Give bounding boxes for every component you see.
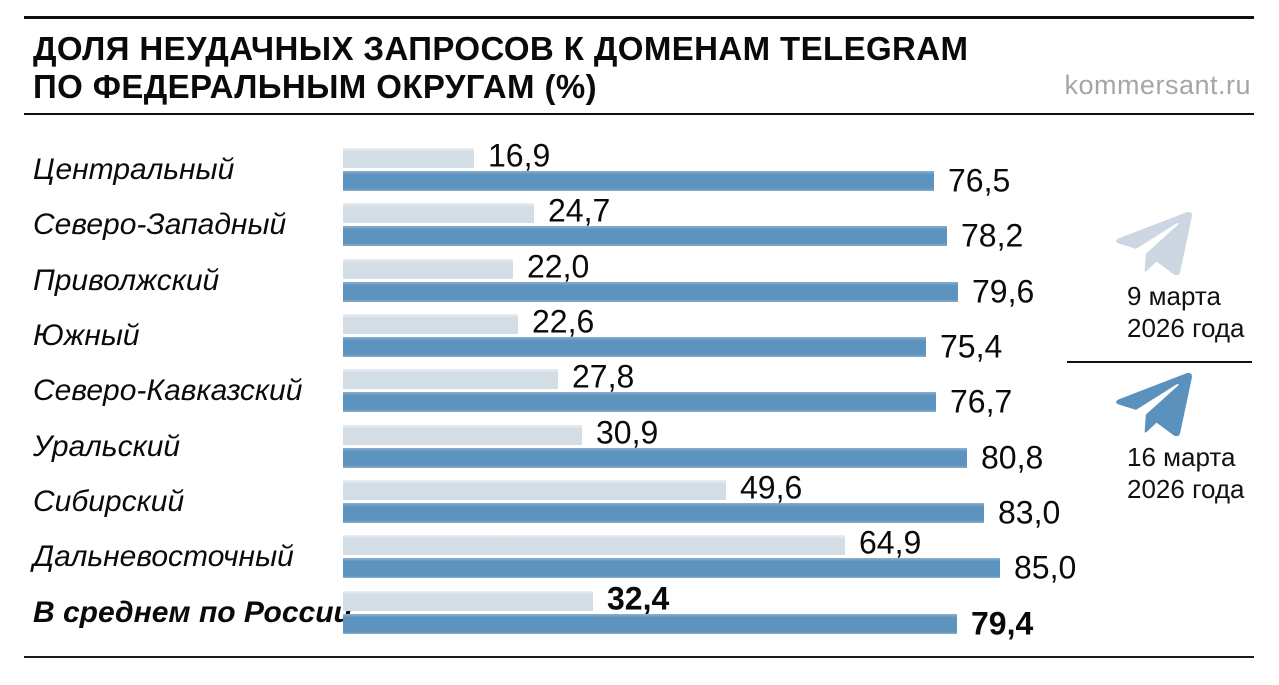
- bar-march16: [343, 337, 926, 357]
- bar-track: 32,4 79,4: [343, 580, 1033, 642]
- bar-march16: [343, 503, 985, 523]
- bar-march16: [343, 614, 957, 634]
- bar-track: 27,8 76,7: [343, 358, 1023, 420]
- value-label-march16: 80,8: [981, 439, 1044, 476]
- source-credit: kommersant.ru: [1064, 70, 1251, 100]
- bar-track: 49,6 83,0: [343, 469, 1060, 531]
- chart-row: Центральный 16,9 76,5: [0, 137, 1085, 199]
- bar-track: 64,9 85,0: [343, 524, 1076, 586]
- legend-entry-march9: 9 марта 2026 года: [1067, 212, 1252, 344]
- bar-track: 22,0 79,6: [343, 248, 1034, 310]
- header-rule: [24, 113, 1254, 115]
- legend-label-line1: 16 марта: [1127, 442, 1236, 472]
- value-label-march9: 49,6: [740, 469, 803, 506]
- chart-row: Дальневосточный 64,9 85,0: [0, 524, 1085, 586]
- bar-march9: [343, 480, 727, 500]
- value-label-march9: 32,4: [607, 580, 670, 617]
- category-label: Дальневосточный: [33, 539, 294, 573]
- bar-march9: [343, 314, 518, 334]
- category-label: Северо-Западный: [33, 207, 287, 241]
- bar-march9: [343, 425, 582, 445]
- bar-march16: [343, 392, 936, 412]
- legend-divider: [1067, 361, 1252, 363]
- category-label: Южный: [33, 318, 140, 352]
- category-label: Северо-Кавказский: [33, 373, 303, 407]
- chart-row: Сибирский 49,6 83,0: [0, 469, 1085, 531]
- page-title: ДОЛЯ НЕУДАЧНЫХ ЗАПРОСОВ К ДОМЕНАМ TELEGR…: [33, 30, 968, 106]
- value-label-march9: 22,6: [532, 303, 595, 340]
- value-label-march9: 64,9: [859, 524, 922, 561]
- chart-row: Северо-Западный 24,7 78,2: [0, 192, 1085, 254]
- legend-label-march16: 16 марта 2026 года: [1127, 441, 1252, 505]
- legend-label-line2: 2026 года: [1127, 474, 1245, 504]
- page-title-line2: ПО ФЕДЕРАЛЬНЫМ ОКРУГАМ (%): [33, 68, 598, 105]
- value-label-march9: 16,9: [488, 137, 551, 174]
- legend-label-march9: 9 марта 2026 года: [1127, 280, 1252, 344]
- bar-march16: [343, 558, 1000, 578]
- value-label-march9: 24,7: [548, 192, 611, 229]
- bar-march9: [343, 369, 558, 389]
- value-label-march16: 78,2: [961, 217, 1024, 254]
- top-rule: [24, 16, 1254, 19]
- bar-march16: [343, 171, 935, 191]
- page-title-line1: ДОЛЯ НЕУДАЧНЫХ ЗАПРОСОВ К ДОМЕНАМ TELEGR…: [33, 30, 969, 67]
- bar-march9: [343, 148, 474, 168]
- bar-track: 30,9 80,8: [343, 414, 1043, 476]
- chart-row: Южный 22,6 75,4: [0, 303, 1085, 365]
- bar-march16: [343, 226, 948, 246]
- legend-label-line2: 2026 года: [1127, 313, 1245, 343]
- telegram-plane-icon: [1116, 212, 1192, 275]
- bar-march9: [343, 591, 594, 611]
- chart-row: Уральский 30,9 80,8: [0, 414, 1085, 476]
- bar-march16: [343, 448, 968, 468]
- bar-track: 16,9 76,5: [343, 137, 1023, 199]
- legend-entry-march16: 16 марта 2026 года: [1067, 373, 1252, 505]
- category-label: Центральный: [33, 152, 235, 186]
- value-label-march16: 76,5: [948, 162, 1011, 199]
- category-label: Приволжский: [33, 263, 220, 297]
- value-label-march9: 27,8: [572, 358, 635, 395]
- bar-track: 22,6 75,4: [343, 303, 1023, 365]
- chart-row: Приволжский 22,0 79,6: [0, 248, 1085, 310]
- chart-row: В среднем по России 32,4 79,4: [0, 580, 1085, 642]
- category-label: В среднем по России: [33, 595, 352, 629]
- value-label-march16: 76,7: [950, 383, 1013, 420]
- chart-area: Центральный 16,9 76,5 Северо-Западный 24…: [0, 137, 1085, 648]
- chart-legend: 9 марта 2026 года 16 марта 2026 года: [1067, 190, 1252, 505]
- bar-march9: [343, 203, 534, 223]
- bar-track: 24,7 78,2: [343, 192, 1023, 254]
- value-label-march16: 79,6: [972, 273, 1035, 310]
- bar-march16: [343, 282, 959, 302]
- category-label: Сибирский: [33, 484, 185, 518]
- category-label: Уральский: [33, 429, 181, 463]
- bar-march9: [343, 535, 845, 555]
- value-label-march9: 22,0: [527, 248, 590, 285]
- value-label-march16: 85,0: [1014, 549, 1077, 586]
- value-label-march16: 79,4: [971, 605, 1034, 642]
- value-label-march16: 75,4: [940, 328, 1003, 365]
- value-label-march16: 83,0: [998, 494, 1061, 531]
- legend-label-line1: 9 марта: [1127, 281, 1221, 311]
- telegram-plane-icon: [1116, 373, 1192, 436]
- value-label-march9: 30,9: [596, 414, 659, 451]
- bottom-rule: [24, 656, 1254, 658]
- bar-march9: [343, 259, 513, 279]
- chart-row: Северо-Кавказский 27,8 76,7: [0, 358, 1085, 420]
